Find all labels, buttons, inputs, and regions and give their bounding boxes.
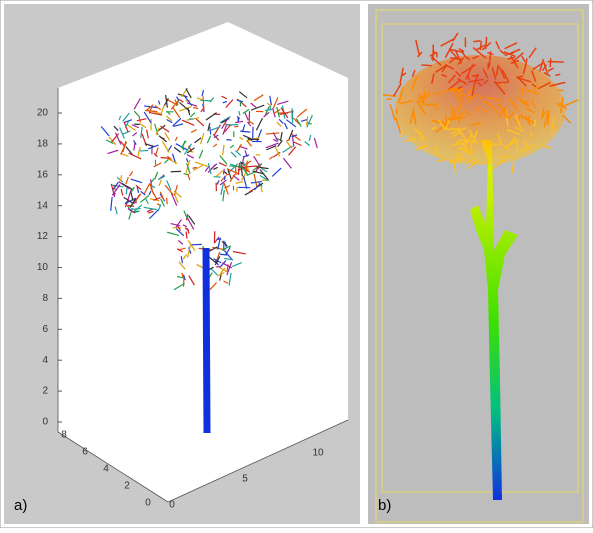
y-tick-label: 8	[61, 430, 67, 441]
crown-stroke	[220, 254, 227, 255]
z-tick-label: 4	[42, 355, 48, 366]
crown-branch	[550, 58, 551, 67]
crown-stroke	[200, 100, 210, 101]
z-tick-label: 16	[37, 169, 49, 180]
panel-label: a)	[14, 497, 27, 514]
crown-stroke	[237, 187, 238, 192]
crown-stroke	[167, 198, 168, 205]
y-tick-label: 0	[145, 498, 151, 509]
panel-b: b)	[368, 4, 589, 524]
x-tick-label: 0	[169, 500, 175, 511]
crown-stroke	[292, 111, 293, 123]
crown-branch	[548, 111, 549, 126]
z-tick-label: 8	[42, 293, 48, 304]
crown-branch	[522, 87, 523, 96]
crown-branch	[421, 65, 431, 66]
crown-branch	[480, 41, 481, 50]
z-tick-label: 14	[37, 200, 49, 211]
crown-stroke	[224, 176, 225, 180]
figure: a) 0 2 4 6 8 10 12 14 16 18 20 0 2 4 6 8 0 5 10 b)	[0, 0, 593, 528]
crown-stroke	[246, 161, 247, 172]
panel-a: a) 0 2 4 6 8 10 12 14 16 18 20 0 2 4 6 8 0 5 10	[4, 4, 360, 524]
crown-stroke	[193, 167, 197, 168]
z-tick-label: 0	[42, 417, 48, 428]
trunk-a	[206, 248, 207, 433]
crown-stroke	[226, 140, 231, 141]
crown-stroke	[190, 244, 201, 245]
crown-stroke	[223, 169, 224, 175]
z-tick-label: 6	[42, 324, 48, 335]
crown-branch	[425, 104, 437, 105]
z-tick-label: 2	[42, 386, 48, 397]
y-tick-label: 6	[82, 447, 88, 458]
z-tick-label: 12	[37, 231, 49, 242]
crown-branch	[433, 93, 441, 94]
crown-branch	[558, 90, 563, 91]
z-tick-label: 20	[37, 108, 49, 119]
crown-branch	[535, 120, 536, 126]
panel-label: b)	[378, 497, 391, 514]
crown-branch	[455, 154, 462, 155]
z-tick-label: 10	[37, 262, 49, 273]
crown-branch	[472, 75, 479, 76]
x-tick-label: 10	[312, 448, 324, 459]
y-tick-label: 2	[124, 481, 130, 492]
crown-branch	[446, 129, 460, 130]
crown-branch	[517, 140, 518, 150]
z-tick-label: 18	[37, 139, 49, 150]
crown-stroke	[126, 188, 127, 194]
y-tick-label: 4	[103, 464, 109, 475]
crown-branch	[473, 41, 480, 42]
x-tick-label: 5	[242, 474, 248, 485]
